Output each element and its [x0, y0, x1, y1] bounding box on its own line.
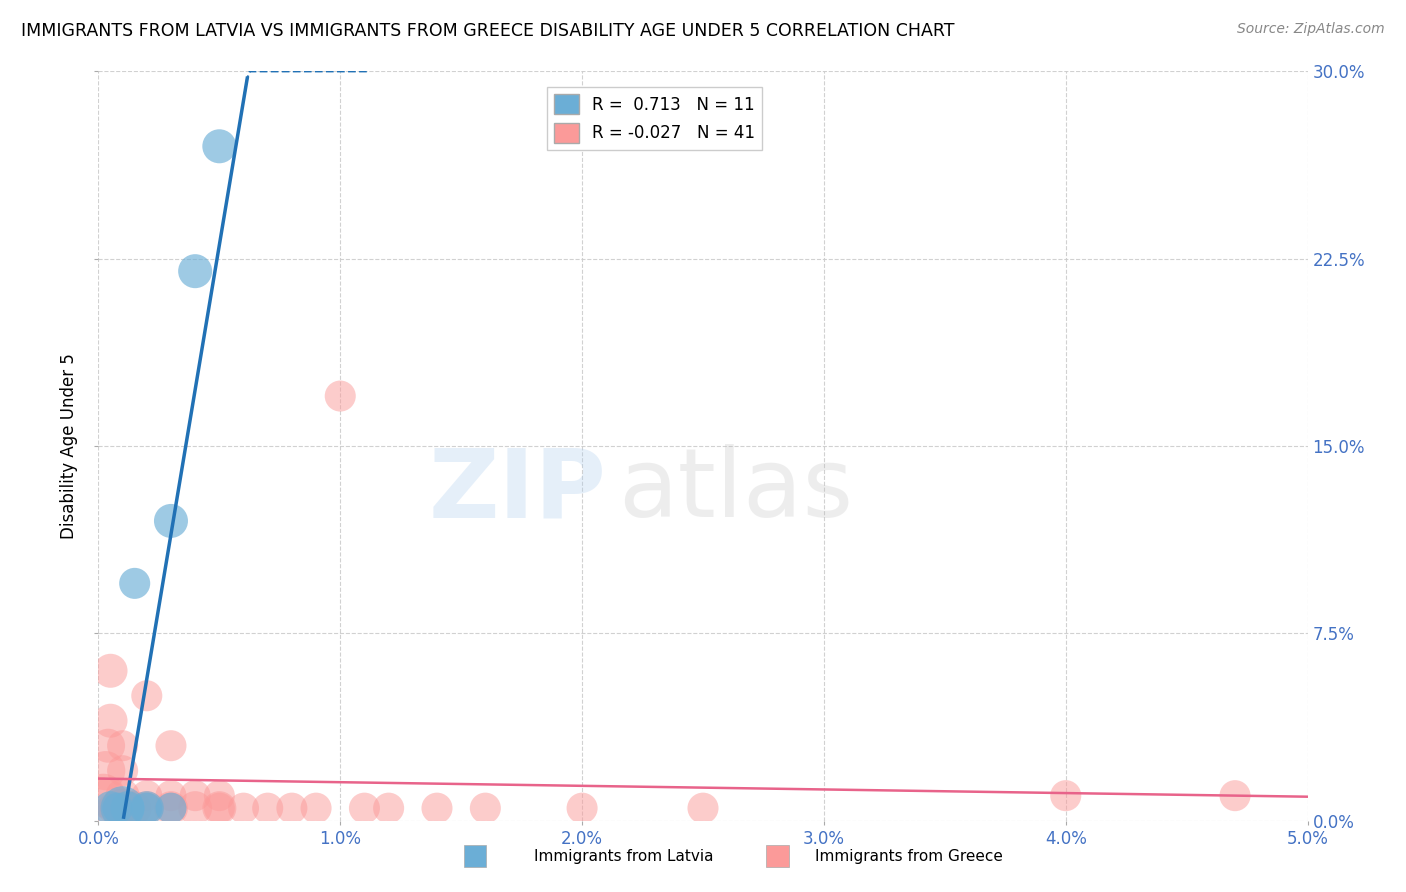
Point [184, 264, 207, 278]
Point [353, 801, 375, 815]
Text: Source: ZipAtlas.com: Source: ZipAtlas.com [1237, 22, 1385, 37]
Point [232, 801, 254, 815]
Point [184, 789, 207, 803]
Point [160, 789, 183, 803]
Point [160, 801, 183, 815]
Point [135, 801, 157, 815]
Point [100, 714, 122, 728]
Point [111, 801, 134, 815]
Point [184, 801, 207, 815]
Point [111, 739, 134, 753]
Point [474, 801, 496, 815]
Point [160, 801, 183, 815]
Point [135, 789, 157, 803]
Text: ZIP: ZIP [429, 444, 606, 538]
Point [281, 801, 304, 815]
Point [97, 739, 120, 753]
Point [107, 801, 129, 815]
Point [94, 764, 117, 778]
Text: IMMIGRANTS FROM LATVIA VS IMMIGRANTS FROM GREECE DISABILITY AGE UNDER 5 CORRELAT: IMMIGRANTS FROM LATVIA VS IMMIGRANTS FRO… [21, 22, 955, 40]
Point [135, 801, 157, 815]
Point [100, 801, 122, 815]
Point [124, 576, 146, 591]
Text: atlas: atlas [619, 444, 853, 538]
Point [111, 764, 134, 778]
Point [256, 801, 278, 815]
Point [377, 801, 399, 815]
Point [135, 689, 157, 703]
Point [208, 801, 231, 815]
Point [124, 801, 146, 815]
Point [208, 139, 231, 153]
Point [101, 801, 124, 815]
Point [160, 739, 183, 753]
Point [117, 801, 139, 815]
Text: Immigrants from Latvia: Immigrants from Latvia [534, 849, 714, 863]
Point [305, 801, 328, 815]
Point [208, 789, 231, 803]
Y-axis label: Disability Age Under 5: Disability Age Under 5 [60, 353, 79, 539]
Point [1054, 789, 1077, 803]
Point [100, 664, 122, 678]
Point [692, 801, 714, 815]
Point [135, 801, 157, 815]
Point [571, 801, 593, 815]
Point [160, 514, 183, 528]
Point [160, 801, 183, 815]
Point [329, 389, 352, 403]
Legend: R =  0.713   N = 11, R = -0.027   N = 41: R = 0.713 N = 11, R = -0.027 N = 41 [547, 87, 762, 150]
Point [111, 789, 134, 803]
Point [117, 801, 139, 815]
Point [104, 801, 127, 815]
Point [111, 801, 134, 815]
Point [1223, 789, 1246, 803]
Point [90, 801, 112, 815]
Point [91, 789, 114, 803]
Text: Immigrants from Greece: Immigrants from Greece [815, 849, 1004, 863]
Point [135, 801, 157, 815]
Point [208, 801, 231, 815]
Point [111, 801, 134, 815]
Point [426, 801, 449, 815]
